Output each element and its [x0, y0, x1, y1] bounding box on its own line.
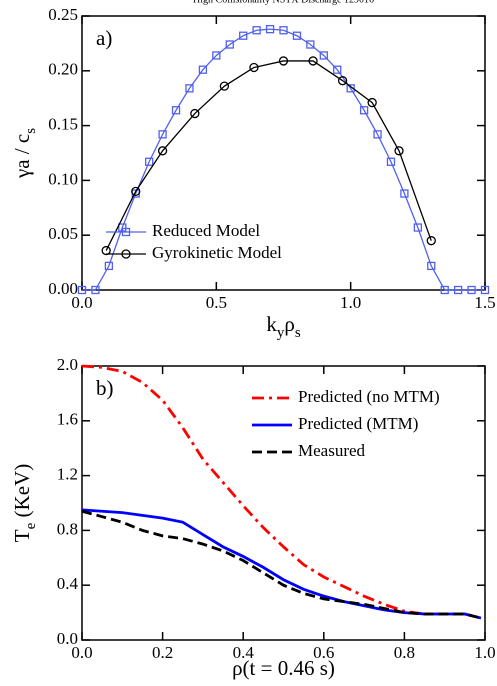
y-axis-label-part: s — [23, 128, 39, 134]
marker — [77, 285, 87, 295]
x-tick-label: 1.0 — [474, 643, 495, 662]
marker — [225, 40, 234, 49]
plot-frame — [81, 365, 486, 641]
y-axis-label-part: (KeV) — [10, 464, 34, 523]
marker — [426, 236, 436, 246]
marker — [467, 285, 476, 295]
y-tick-label: 0.4 — [57, 574, 79, 593]
marker — [453, 285, 463, 295]
marker — [279, 26, 288, 35]
marker — [440, 285, 449, 295]
x-tick-label: 0.0 — [71, 643, 92, 662]
marker — [158, 130, 167, 139]
y-axis-label: γa / cs — [10, 128, 40, 179]
series-line — [82, 28, 485, 291]
marker — [249, 62, 259, 73]
marker — [337, 76, 348, 86]
series-line — [81, 509, 482, 620]
marker — [359, 106, 369, 115]
legend-label: Measured — [298, 441, 366, 460]
y-axis-label-part: T — [10, 529, 34, 542]
marker — [367, 97, 377, 108]
legend-label: Predicted (no MTM) — [298, 387, 440, 406]
x-tick-label: 0.6 — [313, 643, 334, 662]
marker — [171, 106, 181, 115]
y-tick-label: 1.2 — [57, 465, 78, 484]
panel-label: b) — [96, 376, 114, 400]
x-tick-label: 0.0 — [71, 293, 92, 312]
y-tick-label: 0.8 — [57, 519, 78, 538]
y-tick-label: 2.0 — [57, 355, 78, 374]
y-tick-label: 0.15 — [48, 115, 78, 134]
marker — [386, 157, 396, 166]
marker — [212, 51, 221, 60]
series-line — [81, 508, 482, 620]
marker — [239, 31, 248, 40]
y-axis-label-part: e — [23, 522, 39, 529]
plot-frame — [81, 15, 486, 291]
marker — [91, 285, 100, 295]
marker — [346, 84, 355, 93]
legend-label: Reduced Model — [152, 221, 260, 240]
x-axis-label: kyρs — [266, 312, 300, 342]
y-axis-label: Te (KeV) — [10, 464, 40, 542]
marker — [413, 223, 422, 232]
marker — [427, 261, 436, 271]
x-tick-label: 1.5 — [474, 293, 495, 312]
x-tick-label: 0.2 — [152, 643, 173, 662]
marker — [333, 65, 342, 74]
panel-label: a) — [96, 26, 112, 50]
x-axis-label-part: ρ(t = 0.46 s) — [232, 656, 335, 680]
x-axis-label-part: s — [295, 325, 301, 341]
marker — [145, 157, 154, 166]
marker — [190, 108, 200, 119]
x-axis-label: ρ(t = 0.46 s) — [232, 656, 335, 680]
marker — [292, 31, 302, 40]
marker — [373, 130, 382, 139]
y-tick-label: 0.0 — [57, 629, 78, 648]
legend-label: Predicted (MTM) — [298, 414, 418, 433]
marker — [480, 285, 490, 295]
x-axis-label-part: k — [266, 312, 277, 336]
legend-label: Gyrokinetic Model — [152, 243, 282, 262]
marker — [185, 84, 194, 93]
x-tick-label: 0.8 — [394, 643, 415, 662]
y-tick-label: 0.05 — [48, 224, 78, 243]
series-line — [105, 60, 432, 251]
y-tick-label: 1.6 — [57, 410, 78, 429]
x-tick-label: 0.5 — [206, 293, 227, 312]
marker — [265, 25, 275, 34]
x-tick-label: 0.4 — [233, 643, 255, 662]
y-axis-label-part: γa / c — [10, 134, 34, 179]
chart-title: High Collisionality NSTX Discharge 12901… — [193, 0, 374, 5]
y-tick-label: 0.10 — [48, 169, 78, 188]
x-tick-label: 1.0 — [340, 293, 361, 312]
marker — [308, 56, 318, 66]
y-tick-label: 0.20 — [48, 60, 78, 79]
marker — [394, 146, 404, 156]
x-axis-label-part: ρ — [284, 312, 294, 336]
x-axis-label-part: y — [277, 325, 285, 341]
marker — [219, 81, 230, 91]
marker — [121, 227, 131, 237]
y-tick-label: 0.00 — [48, 279, 78, 298]
marker — [121, 249, 131, 259]
marker — [198, 65, 208, 74]
marker — [306, 40, 315, 49]
marker — [400, 189, 409, 198]
marker — [104, 261, 114, 271]
marker — [252, 26, 261, 35]
marker — [131, 186, 141, 197]
y-tick-label: 0.25 — [48, 5, 78, 24]
marker — [319, 51, 328, 60]
marker — [157, 146, 168, 156]
marker — [278, 56, 289, 66]
